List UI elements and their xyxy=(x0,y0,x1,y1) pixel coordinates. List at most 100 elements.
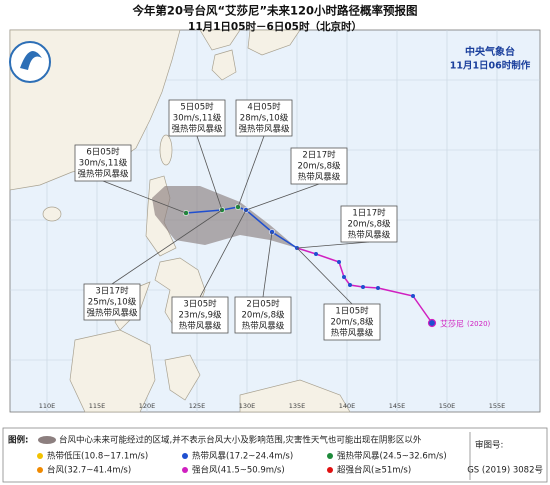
callouts: 6日05时30m/s,11级强热带风暴级5日05时30m/s,11级强热带风暴级… xyxy=(74,99,398,341)
callout-time: 1日05时 xyxy=(335,306,369,317)
longitude-label: 125E xyxy=(189,402,206,410)
subtitle: 11月1日05时－6日05时（北京时） xyxy=(188,20,362,33)
callout-time: 1日17时 xyxy=(352,208,386,219)
legend-label: 热带低压(10.8~17.1m/s) xyxy=(47,451,148,462)
issued-time: 11月1日06时制作 xyxy=(450,60,531,72)
longitude-label: 120E xyxy=(139,402,156,410)
callout-category: 强热带风暴级 xyxy=(238,124,290,135)
longitude-label: 140E xyxy=(339,402,356,410)
callout-wind: 30m/s,11级 xyxy=(79,158,128,169)
leader-line xyxy=(102,180,187,214)
land xyxy=(211,49,237,81)
legend-label: 强热带风暴(24.5~32.6m/s) xyxy=(337,451,447,462)
longitude-labels: 110E 115E 120E 125E 130E 135E 140E 145E 150E 155E xyxy=(39,402,506,410)
callout-box xyxy=(171,296,229,334)
callout-box xyxy=(235,99,293,137)
agency: 中央气象台 xyxy=(465,45,515,58)
callout-box xyxy=(290,147,348,185)
land xyxy=(199,29,241,51)
legend-label: 强台风(41.5~50.9m/s) xyxy=(192,465,285,476)
callout-time: 6日05时 xyxy=(86,147,120,158)
past-point xyxy=(337,260,341,264)
callout-wind: 28m/s,10级 xyxy=(240,113,289,124)
land xyxy=(69,329,156,413)
callout-time: 3日17时 xyxy=(95,286,129,297)
legend-swatch xyxy=(37,467,43,473)
land xyxy=(159,134,173,166)
legend-label: 超强台风(≥51m/s) xyxy=(337,465,411,476)
callout-wind: 30m/s,11级 xyxy=(173,113,222,124)
past-point xyxy=(361,285,365,289)
longitude-label: 110E xyxy=(39,402,56,410)
legend-swatch xyxy=(327,467,333,473)
callout-time: 2日17时 xyxy=(302,150,336,161)
callout-category: 热带风暴级 xyxy=(179,321,222,332)
leader-line xyxy=(245,183,320,211)
callout-box xyxy=(340,205,398,243)
legend-swatch xyxy=(182,467,188,473)
longitude-label: 145E xyxy=(389,402,406,410)
current-position xyxy=(427,318,437,328)
legend-cone-swatch xyxy=(38,436,56,444)
forecast-track xyxy=(185,206,298,249)
callout-category: 强热带风暴级 xyxy=(86,308,138,319)
land xyxy=(239,379,351,413)
storm-number: (2020) xyxy=(467,320,491,328)
approval-number: GS (2019) 3082号 xyxy=(467,466,543,476)
legend-label: 台风(32.7~41.4m/s) xyxy=(47,465,131,476)
leader-line xyxy=(199,209,247,298)
legend-label: 热带风暴(17.2~24.4m/s) xyxy=(192,451,293,462)
storm-name: 艾莎尼 xyxy=(440,319,464,329)
callout-category: 热带风暴级 xyxy=(331,328,374,339)
past-point xyxy=(376,286,380,290)
callout-category: 热带风暴级 xyxy=(298,172,341,183)
leader-line xyxy=(262,231,273,298)
longitude-label: 150E xyxy=(439,402,456,410)
legend-swatch xyxy=(182,453,188,459)
legend-box xyxy=(2,427,548,483)
leader-line xyxy=(296,247,353,305)
legend-swatch xyxy=(37,453,43,459)
callout-wind: 20m/s,8级 xyxy=(242,310,285,321)
callout-wind: 20m/s,8级 xyxy=(298,161,341,172)
callout-box xyxy=(83,283,141,321)
callout-box xyxy=(168,99,226,137)
title: 今年第20号台风“艾莎尼”未来120小时路径概率预报图 xyxy=(131,4,417,18)
callout-category: 强热带风暴级 xyxy=(171,124,223,135)
past-point xyxy=(314,252,318,256)
land xyxy=(42,206,62,222)
past-point xyxy=(348,283,352,287)
callout-time: 2日05时 xyxy=(246,299,280,310)
longitude-label: 135E xyxy=(289,402,306,410)
land xyxy=(164,354,201,401)
legend-heading: 图例: xyxy=(8,435,28,446)
leader-line xyxy=(296,241,370,249)
callout-category: 强热带风暴级 xyxy=(77,169,129,180)
leader-line xyxy=(111,209,223,285)
longitude-label: 155E xyxy=(489,402,506,410)
legend-items: 热带低压(10.8~17.1m/s) 热带风暴(17.2~24.4m/s) 强热带风… xyxy=(37,451,447,476)
past-point xyxy=(411,294,415,298)
callout-wind: 23m/s,9级 xyxy=(179,310,222,321)
callout-box xyxy=(323,303,381,341)
longitude-label: 115E xyxy=(89,402,106,410)
leader-line xyxy=(237,135,265,208)
callout-wind: 20m/s,8级 xyxy=(348,219,391,230)
callout-time: 4日05时 xyxy=(247,102,281,113)
legend-cone-note: 台风中心未来可能经过的区域,并不表示台风大小及影响范围,灾害性天气也可能出现在阴… xyxy=(59,435,422,446)
longitude-label: 130E xyxy=(239,402,256,410)
callout-box xyxy=(234,296,292,334)
approval-label: 审图号: xyxy=(475,440,503,451)
callout-category: 热带风暴级 xyxy=(348,230,391,241)
land xyxy=(9,29,181,191)
legend-swatch xyxy=(327,453,333,459)
callout-box xyxy=(74,144,132,182)
callout-category: 热带风暴级 xyxy=(242,321,285,332)
leader-line xyxy=(196,135,223,211)
past-point xyxy=(342,275,346,279)
land xyxy=(247,29,301,56)
callout-time: 5日05时 xyxy=(180,102,214,113)
callout-time: 3日05时 xyxy=(183,299,217,310)
logo xyxy=(20,50,42,70)
